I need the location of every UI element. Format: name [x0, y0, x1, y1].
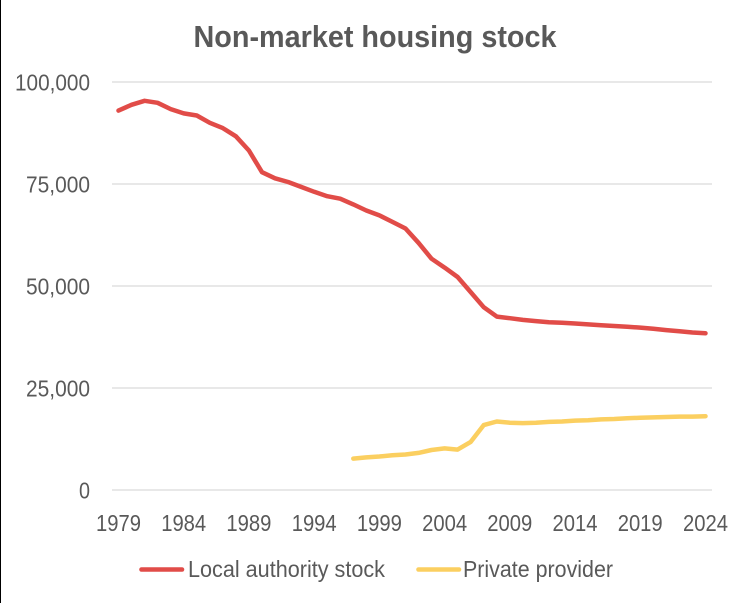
- svg-text:2014: 2014: [553, 510, 598, 536]
- svg-text:2009: 2009: [487, 510, 532, 536]
- svg-text:1984: 1984: [161, 510, 206, 536]
- svg-text:50,000: 50,000: [26, 273, 90, 299]
- svg-text:2004: 2004: [422, 510, 467, 536]
- svg-text:2024: 2024: [683, 510, 728, 536]
- svg-text:1994: 1994: [292, 510, 337, 536]
- svg-text:Non-market housing stock: Non-market housing stock: [194, 19, 558, 54]
- svg-text:2019: 2019: [618, 510, 663, 536]
- svg-text:100,000: 100,000: [15, 69, 90, 95]
- svg-text:25,000: 25,000: [26, 375, 90, 401]
- svg-text:1999: 1999: [357, 510, 402, 536]
- svg-text:0: 0: [79, 478, 90, 504]
- svg-text:Local authority stock: Local authority stock: [188, 556, 385, 582]
- svg-text:75,000: 75,000: [26, 171, 90, 197]
- svg-text:1989: 1989: [226, 510, 271, 536]
- svg-text:1979: 1979: [96, 510, 141, 536]
- svg-text:Private provider: Private provider: [463, 556, 613, 582]
